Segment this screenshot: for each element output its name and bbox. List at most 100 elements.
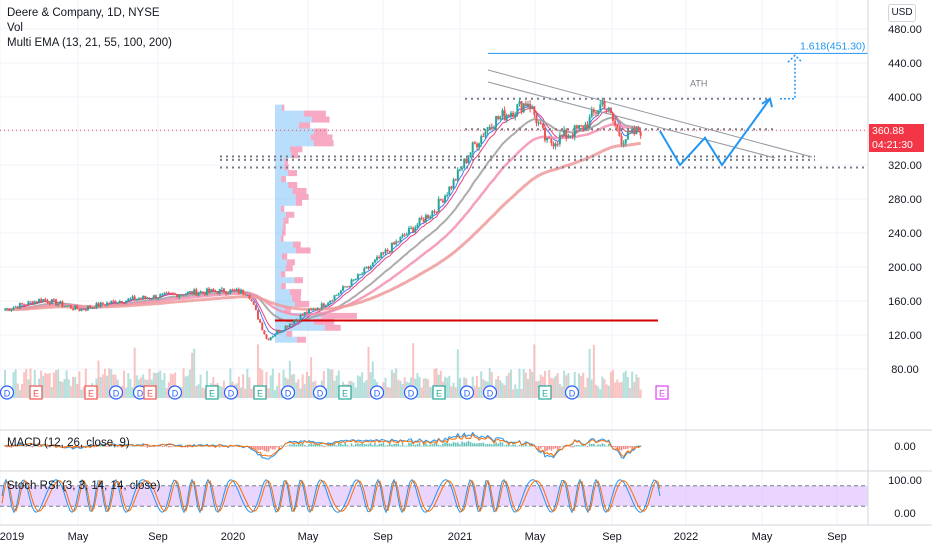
macd-histogram-bar: [597, 444, 599, 447]
price-series: [4, 97, 642, 341]
volume-profile-bar: [275, 271, 281, 278]
price-candle: [218, 289, 221, 294]
macd-histogram-bar: [218, 446, 221, 448]
volume-bar: [416, 373, 419, 398]
macd-histogram-bar: [554, 446, 557, 449]
earnings-marker: [253, 385, 267, 400]
volume-bar: [322, 371, 325, 398]
price-candle: [233, 289, 236, 291]
volume-bar: [609, 371, 612, 398]
price-candle: [631, 128, 634, 133]
macd-histogram-bar: [129, 445, 132, 447]
volume-profile-bar: [311, 116, 330, 123]
price-candle: [103, 304, 106, 306]
price-candle: [595, 112, 598, 114]
macd-histogram-bar: [546, 446, 548, 451]
volume-bar: [108, 368, 111, 398]
volume-profile-bar: [280, 205, 285, 212]
price-candle: [146, 297, 149, 299]
volume-bar: [48, 372, 51, 398]
volume-profile-bar: [283, 217, 289, 224]
volume-bar: [16, 383, 19, 398]
price-candle: [526, 103, 529, 107]
price-candle: [458, 169, 461, 171]
price-candle: [91, 307, 94, 309]
volume-bar: [72, 376, 75, 398]
volume-bar: [371, 361, 374, 398]
projection-target-line: [780, 58, 796, 100]
volume-bar: [369, 372, 372, 398]
volume-profile-bar: [275, 122, 300, 129]
price-candle: [161, 293, 164, 295]
volume-profile-bar: [275, 265, 286, 272]
macd-y-tick: 0.00: [894, 441, 915, 453]
volume-bar: [229, 368, 232, 398]
price-candle: [616, 125, 619, 129]
volume-bar: [273, 389, 276, 398]
volume-bar: [329, 369, 332, 398]
volume-bar: [133, 347, 136, 398]
macd-histogram-bar: [380, 443, 383, 447]
macd-histogram-bar: [539, 446, 542, 449]
x-tick-label: Sep: [827, 531, 847, 543]
volume-profile-bar: [275, 253, 282, 260]
volume-bar: [501, 383, 504, 398]
volume-profile-bar: [275, 176, 282, 183]
marker-letter: D: [408, 389, 415, 399]
macd-histogram-bar: [437, 444, 440, 447]
volume-bar: [308, 376, 311, 398]
price-candle: [512, 112, 515, 117]
price-candle: [214, 290, 217, 292]
price-candle: [144, 295, 147, 299]
price-candle: [461, 168, 464, 170]
volume-bar: [33, 369, 36, 398]
volume-bar: [499, 380, 502, 398]
price-candle: [176, 294, 179, 298]
macd-histogram-bar: [252, 446, 255, 449]
price-candle: [518, 101, 521, 105]
y-tick-label: 480.00: [888, 24, 922, 36]
volume-bar: [44, 372, 47, 398]
volume-bar: [422, 378, 425, 398]
macd-histogram-bar: [197, 445, 200, 447]
price-candle: [89, 306, 92, 309]
macd-histogram-bar: [452, 442, 455, 447]
marker-letter: D: [285, 389, 292, 399]
volume-bar: [520, 388, 523, 398]
macd-histogram-bar: [565, 446, 568, 447]
price-candle: [348, 286, 351, 288]
price-candle: [44, 299, 47, 301]
macd-histogram-bar: [303, 445, 306, 447]
volume-bar: [159, 370, 162, 398]
volume-bar: [21, 383, 24, 398]
ema-55-line: [4, 116, 642, 323]
macd-histogram-bar: [259, 446, 261, 451]
volume-bar: [480, 371, 483, 398]
price-candle: [320, 303, 323, 310]
volume-bar: [163, 372, 166, 398]
macd-histogram-bar: [376, 445, 378, 447]
volume-profile-bar: [281, 229, 286, 236]
volume-bar: [99, 377, 102, 398]
price-candle: [422, 219, 425, 223]
ath-label: ATH: [690, 79, 707, 89]
price-candle: [590, 110, 593, 117]
volume-bar: [633, 381, 636, 398]
price-candle: [242, 289, 245, 295]
price-candle: [403, 234, 406, 236]
macd-histogram-bar: [378, 443, 380, 447]
currency-button[interactable]: USD: [888, 4, 916, 22]
volume-bar: [359, 376, 362, 398]
price-candle: [541, 123, 544, 128]
macd-histogram-bar: [408, 442, 410, 447]
price-candle: [97, 303, 100, 307]
stoch-k-line: [1, 478, 661, 514]
volume-profile-bar: [275, 164, 285, 171]
price-candle: [456, 169, 459, 181]
volume-bar: [531, 371, 534, 398]
price-candle: [369, 266, 372, 269]
volume-bar: [403, 377, 406, 398]
volume-profile-bar: [299, 122, 310, 129]
volume-bar: [412, 343, 415, 398]
